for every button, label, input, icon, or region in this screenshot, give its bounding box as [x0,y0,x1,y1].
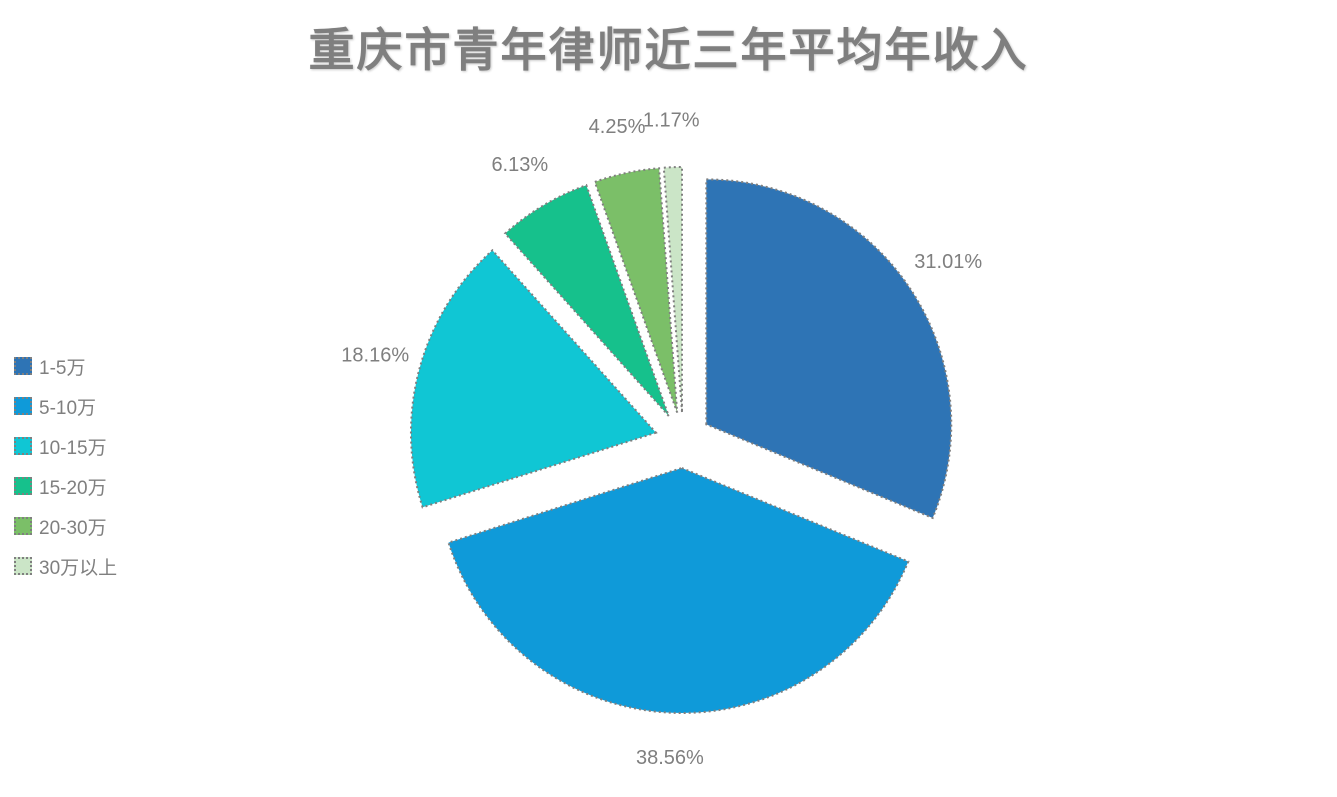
pie-slice-0[interactable] [705,178,953,520]
pie-slice-data-label: 18.16% [341,345,409,367]
legend-item-label: 1-5万 [39,357,86,379]
legend-item-5[interactable]: 30万以上 [14,546,117,586]
pie-slice-data-label: 4.25% [589,116,646,138]
legend-item-0[interactable]: 1-5万 [14,346,117,386]
pie-slice-3[interactable] [503,183,670,417]
legend-item-label: 15-20万 [39,477,107,499]
pie-slice-1[interactable] [447,466,910,714]
legend-swatch-icon [14,357,32,375]
chart-title: 重庆市青年律师近三年平均年收入 [308,24,1029,76]
legend-swatch-icon [14,557,32,575]
legend-swatch-icon [14,517,32,535]
legend-item-4[interactable]: 20-30万 [14,506,117,546]
legend-item-3[interactable]: 15-20万 [14,466,117,506]
legend-swatch-icon [14,397,32,415]
legend-item-2[interactable]: 10-15万 [14,426,117,466]
legend-item-1[interactable]: 5-10万 [14,386,117,426]
pie-slice-data-label: 31.01% [914,251,982,273]
pie-slice-data-label: 6.13% [491,154,548,176]
legend-swatch-icon [14,477,32,495]
pie-slice-2[interactable] [409,248,658,509]
pie-slice-data-label: 1.17% [643,109,700,131]
legend-item-label: 20-30万 [39,517,107,539]
legend-item-label: 30万以上 [39,557,118,579]
pie-slice-4[interactable] [593,167,679,413]
legend-item-label: 10-15万 [39,437,107,459]
legend-item-label: 5-10万 [39,397,97,419]
chart-legend: 1-5万 5-10万 10-15万 15-20万 20-30万 30万以上 [14,346,117,586]
legend-swatch-icon [14,437,32,455]
pie-slice-5[interactable] [662,165,683,413]
pie-slice-data-label: 38.56% [636,747,704,769]
